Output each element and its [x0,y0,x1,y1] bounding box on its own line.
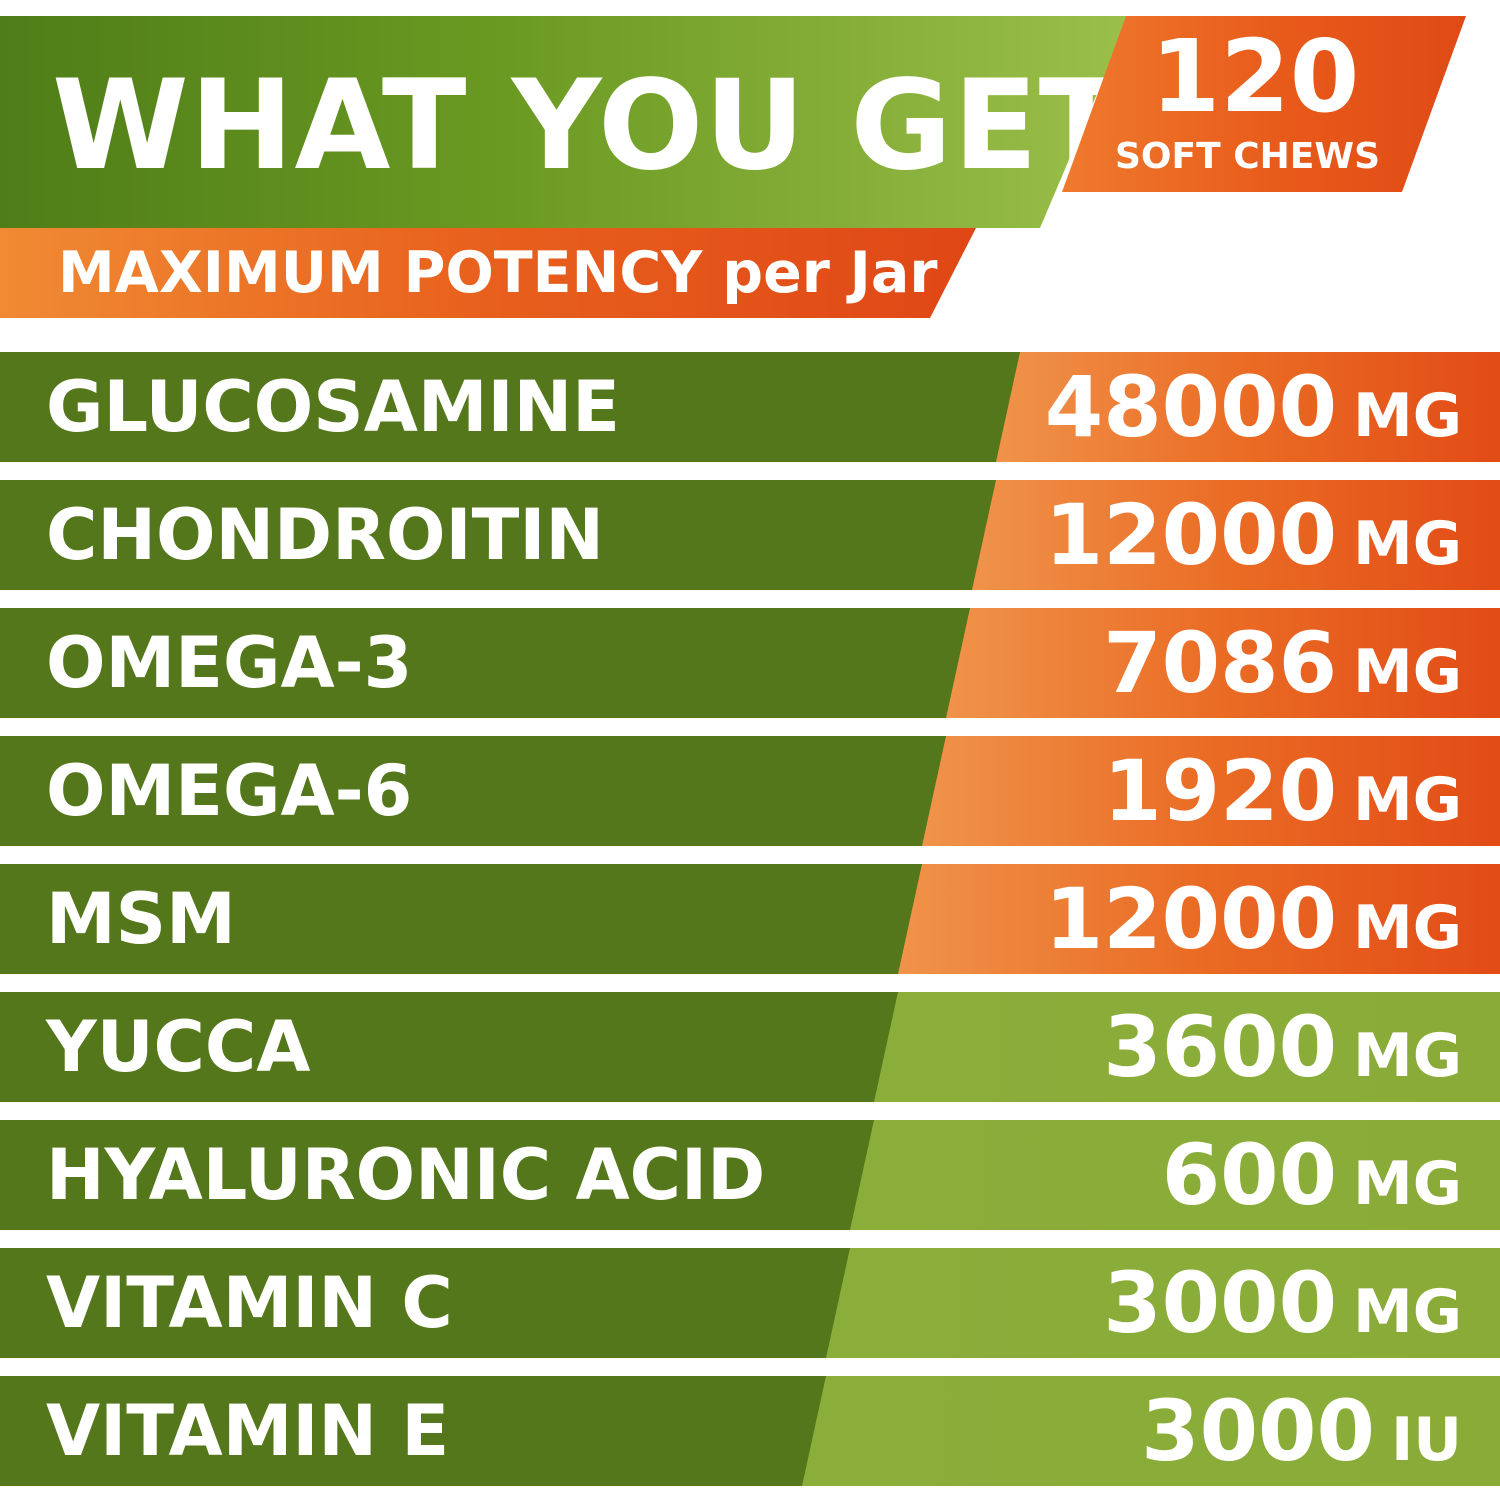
ingredient-amount: 12000 MG [1045,864,1462,974]
ingredient-row: OMEGA-6 1920 MG [0,736,1500,846]
ingredient-name: MSM [46,878,236,960]
ingredient-name-panel [0,608,970,718]
subtitle-ribbon [0,228,976,318]
ingredient-row: CHONDROITIN 12000 MG [0,480,1500,590]
ingredient-amount: 48000 MG [1045,352,1462,462]
ingredient-name: VITAMIN E [46,1390,450,1472]
ingredient-value-panel [898,864,1500,974]
ingredient-amount: 3000 IU [1141,1376,1462,1486]
ingredient-name: HYALURONIC ACID [46,1134,766,1216]
ingredient-value-panel [826,1248,1500,1358]
amount-number: 3000 [1141,1382,1375,1480]
amount-unit: MG [1353,765,1462,835]
ingredient-amount: 3600 MG [1103,992,1462,1102]
ingredient-name-panel [0,480,996,590]
subtitle: MAXIMUM POTENCY per Jar [58,240,938,306]
ingredient-name-panel [0,864,922,974]
ingredient-row: VITAMIN E 3000 IU [0,1376,1500,1486]
header-banner [0,16,1130,228]
ingredient-name-panel [0,736,946,846]
amount-number: 7086 [1103,614,1338,712]
ingredient-amount: 12000 MG [1045,480,1462,590]
amount-unit: MG [1353,381,1462,451]
ingredient-row: YUCCA 3600 MG [0,992,1500,1102]
amount-number: 12000 [1044,486,1338,584]
ingredient-name: OMEGA-6 [46,750,413,832]
ingredient-name: OMEGA-3 [46,622,413,704]
amount-unit: MG [1353,637,1462,707]
page-title: WHAT YOU GET [52,54,1125,198]
ingredient-row: GLUCOSAMINE 48000 MG [0,352,1500,462]
ingredient-row: VITAMIN C 3000 MG [0,1248,1500,1358]
ingredient-amount: 600 MG [1162,1120,1462,1230]
ingredient-value-panel [972,480,1500,590]
badge-caption: SOFT CHEWS [1115,136,1380,177]
ingredient-name-panel [0,992,898,1102]
ingredient-value-panel [922,736,1500,846]
amount-unit: IU [1390,1405,1462,1475]
ingredient-value-panel [996,352,1500,462]
ingredient-name: CHONDROITIN [46,494,604,576]
ingredient-value-panel [874,992,1500,1102]
ingredient-name-panel [0,1376,826,1486]
ingredient-name-panel [0,1120,874,1230]
amount-number: 600 [1161,1126,1338,1224]
amount-number: 3000 [1103,1254,1338,1352]
ingredient-amount: 3000 MG [1103,1248,1462,1358]
amount-unit: MG [1353,1021,1462,1091]
amount-unit: MG [1353,1149,1462,1219]
ingredient-name: YUCCA [46,1006,311,1088]
amount-unit: MG [1353,893,1462,963]
badge-count: 120 [1150,18,1360,135]
amount-number: 3600 [1103,998,1338,1096]
ingredient-row: MSM 12000 MG [0,864,1500,974]
ingredient-amount: 7086 MG [1103,608,1462,718]
ingredient-amount: 1920 MG [1103,736,1462,846]
ingredient-row: OMEGA-3 7086 MG [0,608,1500,718]
amount-number: 48000 [1044,358,1338,456]
ingredient-name: VITAMIN C [46,1262,453,1344]
amount-unit: MG [1353,509,1462,579]
amount-number: 1920 [1103,742,1338,840]
ingredient-name-panel [0,1248,850,1358]
count-badge [1062,16,1466,192]
ingredient-value-panel [850,1120,1500,1230]
ingredient-name: GLUCOSAMINE [46,366,620,448]
ingredient-value-panel [802,1376,1500,1486]
ingredient-name-panel [0,352,1020,462]
ingredient-value-panel [946,608,1500,718]
ingredient-row: HYALURONIC ACID 600 MG [0,1120,1500,1230]
amount-number: 12000 [1044,870,1338,968]
amount-unit: MG [1353,1277,1462,1347]
